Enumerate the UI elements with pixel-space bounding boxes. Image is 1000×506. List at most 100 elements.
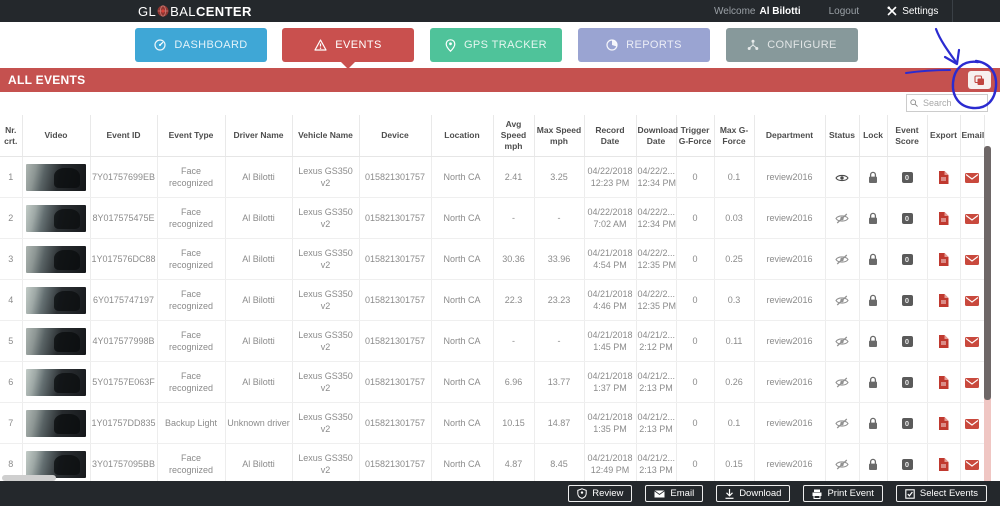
video-thumbnail[interactable] xyxy=(26,245,86,273)
column-header-max_speed[interactable]: Max Speed mph xyxy=(534,115,585,158)
lock-icon[interactable] xyxy=(868,335,878,348)
download-date-cell: 04/21/2... 2:13 PM xyxy=(636,402,677,445)
column-header-device[interactable]: Device xyxy=(359,115,432,158)
nav-tab-configure[interactable]: CONFIGURE xyxy=(726,28,858,62)
logo-text: GL xyxy=(138,3,157,19)
horizontal-scrollbar-thumb[interactable] xyxy=(2,475,56,481)
email-cell xyxy=(960,320,985,363)
video-thumbnail[interactable] xyxy=(26,204,86,232)
lock-icon[interactable] xyxy=(868,417,878,430)
lock-icon[interactable] xyxy=(868,376,878,389)
pdf-export-icon[interactable] xyxy=(938,252,949,266)
table-row: 8 3Y01757095BB Face recognized Al Bilott… xyxy=(0,443,985,486)
column-header-download_date[interactable]: Download Date xyxy=(636,115,678,158)
pdf-export-icon[interactable] xyxy=(938,293,949,307)
column-header-status[interactable]: Status xyxy=(825,115,860,158)
pdf-export-icon[interactable] xyxy=(938,334,949,348)
event-id-cell: 7Y01757699EB xyxy=(90,156,158,199)
print-event-button[interactable]: Print Event xyxy=(803,485,883,502)
device-cell: 015821301757 xyxy=(359,402,432,445)
column-header-lock[interactable]: Lock xyxy=(859,115,888,158)
nav-tab-gps-tracker[interactable]: GPS TRACKER xyxy=(430,28,562,62)
export-cell xyxy=(927,156,961,199)
email-icon[interactable] xyxy=(965,336,979,347)
lock-icon[interactable] xyxy=(868,253,878,266)
export-events-button[interactable] xyxy=(968,71,991,89)
email-icon[interactable] xyxy=(965,254,979,265)
pdf-export-icon[interactable] xyxy=(938,211,949,225)
column-header-export[interactable]: Export xyxy=(927,115,961,158)
event-type-cell: Face recognized xyxy=(157,156,226,199)
pdf-export-icon[interactable] xyxy=(938,416,949,430)
avg-speed-cell: 22.3 xyxy=(493,279,535,322)
column-header-department[interactable]: Department xyxy=(754,115,826,158)
email-cell xyxy=(960,156,985,199)
column-header-event_score[interactable]: Event Score xyxy=(887,115,928,158)
record-date-cell: 04/21/2018 12:49 PM xyxy=(584,443,637,486)
event-score-cell: 0 xyxy=(887,361,928,404)
driver-name-cell: Unknown driver xyxy=(225,402,293,445)
event-score-cell: 0 xyxy=(887,320,928,363)
lock-icon[interactable] xyxy=(868,171,878,184)
pdf-export-icon[interactable] xyxy=(938,457,949,471)
column-header-vehicle[interactable]: Vehicle Name xyxy=(292,115,360,158)
column-header-avg_speed[interactable]: Avg Speed mph xyxy=(493,115,535,158)
search-input[interactable] xyxy=(920,97,984,109)
video-cell xyxy=(22,320,91,363)
email-icon[interactable] xyxy=(965,295,979,306)
email-icon[interactable] xyxy=(965,418,979,429)
email-icon[interactable] xyxy=(965,213,979,224)
status-cell xyxy=(825,320,860,363)
record-date-cell: 04/21/2018 1:35 PM xyxy=(584,402,637,445)
column-header-email[interactable]: Email xyxy=(960,115,985,158)
nav-tab-events[interactable]: EVENTS xyxy=(282,28,414,69)
video-thumbnail[interactable] xyxy=(26,368,86,396)
footer-toolbar: Review Email Download Print Event Select… xyxy=(0,481,1000,506)
email-button[interactable]: Email xyxy=(645,485,704,502)
pdf-export-icon[interactable] xyxy=(938,375,949,389)
event-score-badge: 0 xyxy=(901,459,913,471)
eye-slash-icon xyxy=(835,459,849,470)
logout-link[interactable]: Logout xyxy=(828,5,860,17)
column-header-nr[interactable]: Nr. crt. xyxy=(0,115,23,158)
email-cell xyxy=(960,361,985,404)
email-icon[interactable] xyxy=(965,459,979,470)
video-thumbnail[interactable] xyxy=(26,286,86,314)
video-thumbnail[interactable] xyxy=(26,409,86,437)
nav-tab-dashboard[interactable]: DASHBOARD xyxy=(135,28,267,62)
location-cell: North CA xyxy=(431,361,494,404)
select-events-button[interactable]: Select Events xyxy=(895,485,987,502)
department-cell: review2016 xyxy=(754,361,826,404)
device-cell: 015821301757 xyxy=(359,279,432,322)
video-thumbnail[interactable] xyxy=(26,450,86,478)
lock-icon[interactable] xyxy=(868,294,878,307)
row-number: 6 xyxy=(0,361,23,404)
status-cell xyxy=(825,156,860,199)
email-cell xyxy=(960,238,985,281)
record-date-cell: 04/21/2018 4:46 PM xyxy=(584,279,637,322)
column-header-video[interactable]: Video xyxy=(22,115,91,158)
column-header-location[interactable]: Location xyxy=(431,115,494,158)
max-speed-cell: 8.45 xyxy=(534,443,585,486)
video-thumbnail[interactable] xyxy=(26,327,86,355)
lock-icon[interactable] xyxy=(868,212,878,225)
video-thumbnail[interactable] xyxy=(26,163,86,191)
download-button[interactable]: Download xyxy=(716,485,791,502)
nav-tab-reports[interactable]: REPORTS xyxy=(578,28,710,62)
vertical-scrollbar-thumb[interactable] xyxy=(984,146,991,400)
review-button[interactable]: Review xyxy=(568,485,633,502)
email-icon[interactable] xyxy=(965,172,979,183)
column-header-event_id[interactable]: Event ID xyxy=(90,115,158,158)
eye-slash-icon xyxy=(835,336,849,347)
settings-button[interactable]: Settings xyxy=(873,0,954,22)
export-cell xyxy=(927,402,961,445)
lock-icon[interactable] xyxy=(868,458,878,471)
column-header-record_date[interactable]: Record Date xyxy=(584,115,637,158)
column-header-event_type[interactable]: Event Type xyxy=(157,115,226,158)
column-header-trigger_g[interactable]: Trigger G-Force xyxy=(676,115,715,158)
pdf-export-icon[interactable] xyxy=(938,170,949,184)
column-header-max_g[interactable]: Max G-Force xyxy=(714,115,755,158)
email-icon[interactable] xyxy=(965,377,979,388)
column-header-driver[interactable]: Driver Name xyxy=(225,115,293,158)
checkbox-icon xyxy=(905,488,915,499)
